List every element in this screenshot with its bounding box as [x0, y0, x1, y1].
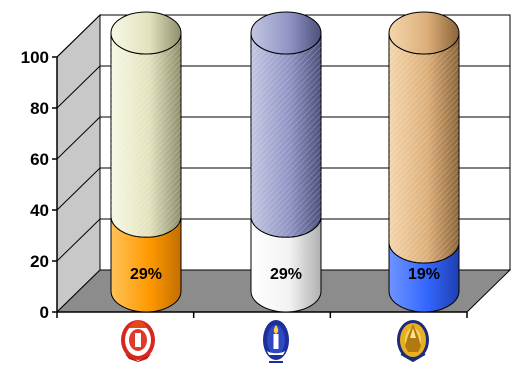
gridlines	[56, 14, 510, 262]
red-white-emblem-icon	[121, 320, 155, 362]
y-tick-label: 20	[30, 252, 49, 271]
bar-top-cap	[110, 11, 182, 55]
gridline	[56, 14, 510, 58]
y-tick-label: 0	[40, 303, 49, 322]
data-label: 19%	[408, 266, 440, 283]
gridline	[56, 116, 510, 160]
bar-top-cap	[388, 11, 460, 55]
y-tick-label: 40	[30, 201, 49, 220]
blue-candle-emblem-icon	[263, 320, 289, 363]
gridline	[56, 218, 510, 262]
cylinder-red-white-emblem: 29%	[110, 11, 182, 313]
y-axis-ticks: 0 20 40 60 80 100	[21, 48, 57, 322]
gridline	[56, 167, 510, 211]
cylinder-gold-pagoda-emblem: 19%	[388, 11, 460, 313]
data-label: 29%	[270, 266, 302, 283]
side-wall	[56, 13, 101, 314]
bar-top-cap	[250, 11, 322, 55]
cylinder-blue-candle-emblem: 29%	[250, 11, 322, 313]
y-tick-label: 100	[21, 48, 49, 67]
bar-segment-hatch	[389, 33, 459, 263]
bar-segment-hatch	[251, 33, 321, 238]
gold-pagoda-emblem-icon	[397, 320, 429, 363]
gridline	[56, 65, 510, 109]
x-axis-ticks	[56, 312, 468, 318]
y-tick-label: 60	[30, 150, 49, 169]
data-label: 29%	[130, 266, 162, 283]
bar-segment-hatch	[111, 33, 181, 238]
bars: 29% 29% 19%	[110, 11, 460, 313]
y-tick-label: 80	[30, 99, 49, 118]
